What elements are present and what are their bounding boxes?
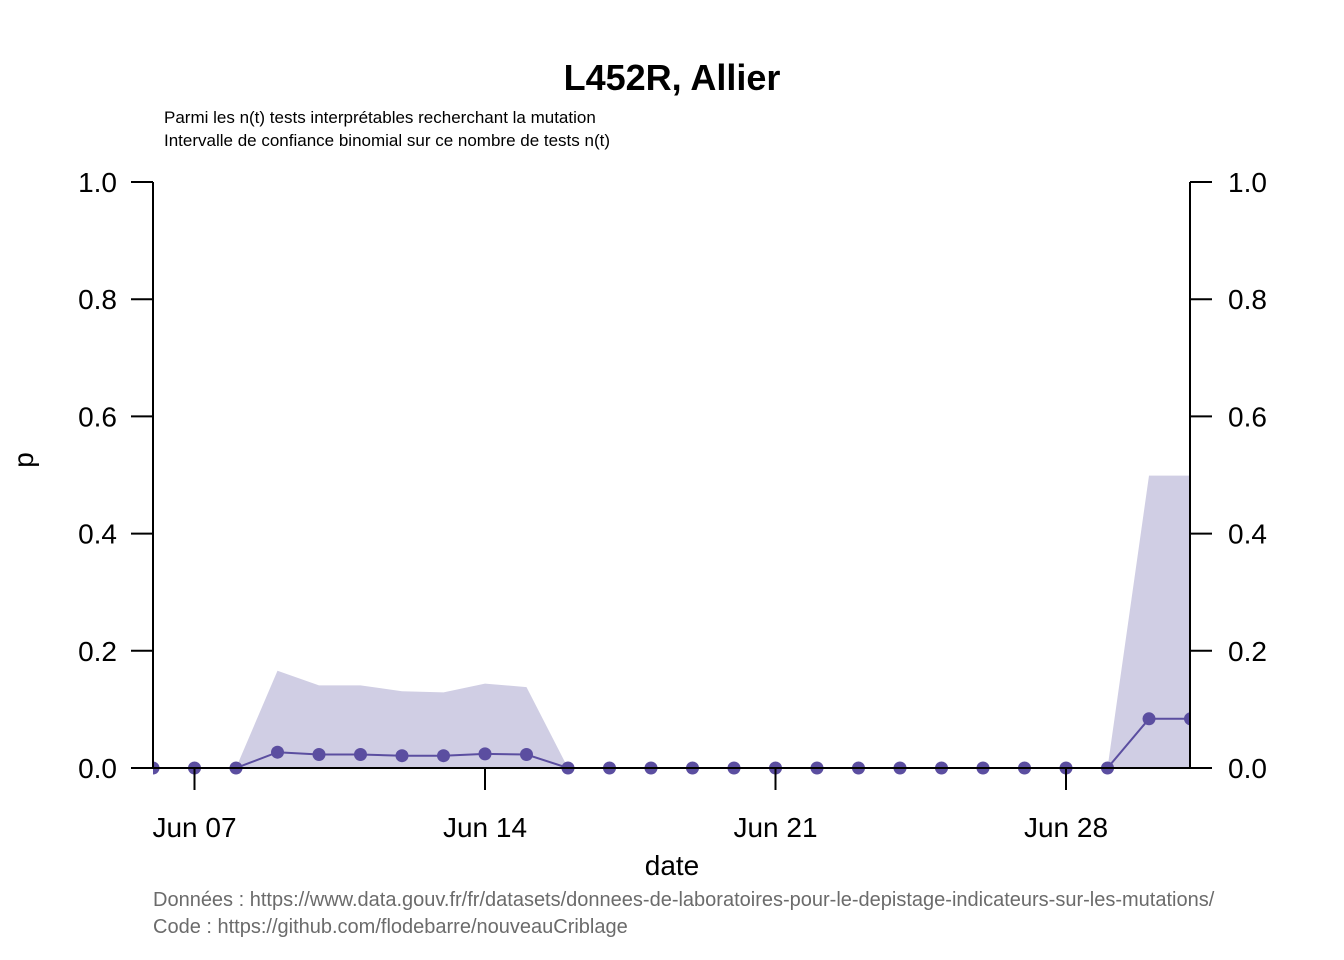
- x-tick-label: Jun 21: [733, 812, 817, 843]
- confidence-band: [153, 475, 1190, 768]
- y-tick-label-left: 0.6: [78, 401, 117, 432]
- data-point: [437, 749, 450, 763]
- chart-title: L452R, Allier: [564, 57, 781, 98]
- y-tick-label-left: 0.4: [78, 519, 117, 550]
- y-tick-label-right: 1.0: [1228, 167, 1267, 198]
- y-tick-label-right: 0.0: [1228, 753, 1267, 784]
- plot-area: [153, 475, 1190, 775]
- x-tick-label: Jun 14: [443, 812, 527, 843]
- y-axis-label: p: [8, 452, 39, 468]
- x-tick-label: Jun 07: [152, 812, 236, 843]
- data-point: [520, 748, 533, 761]
- data-point: [354, 748, 367, 761]
- axis-ticks: 0.0 0.0 0.2 0.2 0.4 0.4 0.6 0.6 0.8 0.8 1.0 1.0 Jun …: [78, 167, 1267, 843]
- y-tick-label-left: 1.0: [78, 167, 117, 198]
- chart-subtitle-line-2: Intervalle de confiance binomial sur ce …: [164, 131, 610, 150]
- data-point: [271, 745, 284, 759]
- y-tick-label-left: 0.2: [78, 636, 117, 667]
- source-data-line: Données : https://www.data.gouv.fr/fr/da…: [153, 889, 1215, 911]
- y-tick-label-right: 0.2: [1228, 636, 1267, 667]
- chart-subtitle-line-1: Parmi les n(t) tests interprétables rech…: [164, 108, 596, 127]
- y-tick-label-right: 0.4: [1228, 519, 1267, 550]
- y-tick-label-left: 0.8: [78, 284, 117, 315]
- y-tick-label-left: 0.0: [78, 753, 117, 784]
- x-tick-label: Jun 28: [1024, 812, 1108, 843]
- y-tick-label-right: 0.8: [1228, 284, 1267, 315]
- y-tick-label-right: 0.6: [1228, 401, 1267, 432]
- data-point: [1184, 712, 1190, 726]
- data-point: [478, 747, 492, 761]
- data-point: [395, 749, 409, 763]
- data-point: [312, 748, 326, 761]
- data-point: [1142, 712, 1156, 726]
- x-axis-label: date: [645, 850, 700, 881]
- source-code-line: Code : https://github.com/flodebarre/nou…: [153, 916, 628, 938]
